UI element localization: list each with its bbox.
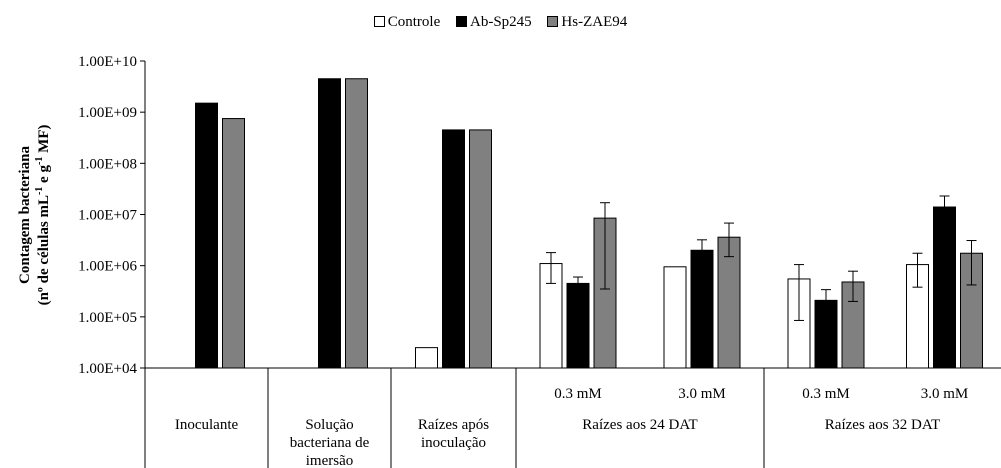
y-axis-title-part: (nº de células mL (36, 195, 52, 305)
y-tick-label: 1.00E+04 (78, 361, 137, 377)
legend-label-ab-sp245: Ab-Sp245 (470, 14, 532, 30)
bar-ab-sp245 (933, 206, 956, 369)
legend-label-hs-zae94: Hs-ZAE94 (561, 14, 628, 30)
x-category-label: imersão (306, 453, 353, 468)
y-axis-title-superscript: -1 (34, 157, 45, 165)
bar-controle (415, 347, 438, 369)
legend-swatch-hs-zae94 (547, 16, 559, 27)
x-sublabel: 0.3 mM (554, 386, 602, 402)
y-tick-label: 1.00E+09 (78, 105, 137, 121)
x-category-label: inoculação (421, 435, 486, 451)
legend-swatch-ab-sp245 (456, 16, 467, 27)
y-tick-label: 1.00E+07 (78, 208, 137, 224)
x-category-label: Raízes aos 32 DAT (825, 417, 940, 433)
y-axis-title-part: MF) (36, 125, 52, 157)
legend: Controle Ab-Sp245 Hs-ZAE94 (0, 14, 1001, 31)
y-tick-label: 1.00E+06 (78, 259, 137, 275)
x-category-label: Solução (305, 417, 353, 433)
bar-ab-sp245 (318, 78, 341, 369)
x-category-label: Raízes após (418, 417, 489, 433)
bar-ab-sp245 (442, 129, 465, 369)
bar-ab-sp245 (690, 249, 714, 369)
y-axis-title-superscript: -1 (34, 187, 45, 195)
legend-item-ab-sp245: Ab-Sp245 (456, 14, 532, 31)
bar-hs-zae94 (469, 129, 492, 369)
bar-controle (663, 266, 687, 369)
y-tick-label: 1.00E+05 (78, 310, 137, 326)
y-axis-title-line2: (nº de células mL-1 e g-1 MF) (34, 125, 52, 306)
legend-label-controle: Controle (387, 14, 441, 30)
bar-ab-sp245 (195, 102, 218, 369)
legend-item-controle: Controle (373, 14, 441, 31)
y-axis-title-part: e g (36, 165, 52, 187)
x-sublabel: 0.3 mM (802, 386, 850, 402)
y-tick-label: 1.00E+08 (78, 156, 137, 172)
bar-hs-zae94 (345, 78, 368, 369)
x-category-label: bacteriana de (290, 435, 370, 451)
bar-ab-sp245 (566, 282, 590, 369)
legend-item-hs-zae94: Hs-ZAE94 (547, 14, 627, 31)
bar-hs-zae94 (222, 118, 245, 369)
x-sublabel: 3.0 mM (678, 386, 726, 402)
y-axis-title-line1: Contagem bacteriana (17, 146, 33, 284)
y-tick-label: 1.00E+10 (78, 54, 137, 70)
x-sublabel: 3.0 mM (921, 386, 969, 402)
x-category-label: Raízes aos 24 DAT (582, 417, 697, 433)
x-category-label: Inoculante (175, 417, 239, 433)
legend-swatch-controle (373, 16, 385, 27)
